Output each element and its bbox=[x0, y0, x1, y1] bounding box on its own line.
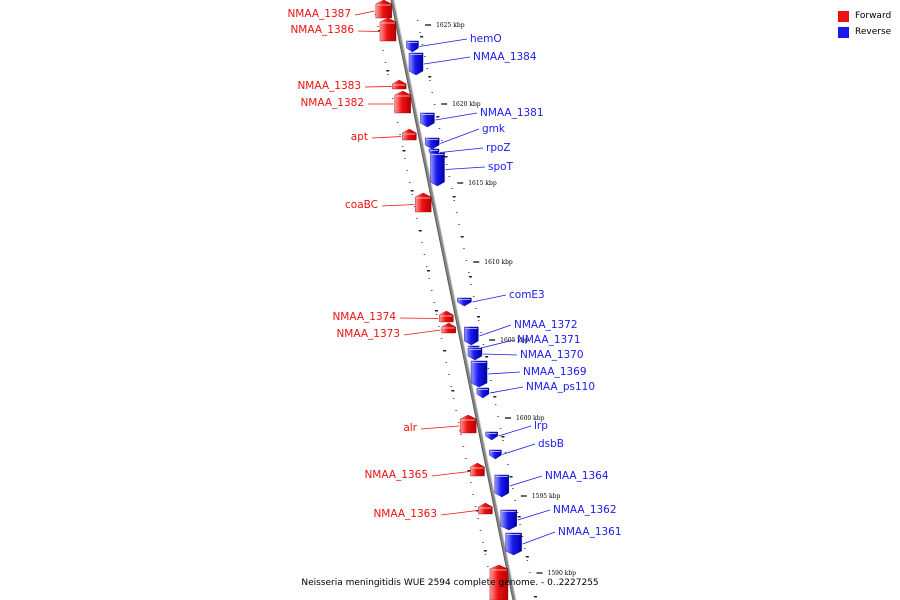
gene-feature-alr[interactable] bbox=[460, 414, 477, 434]
legend-item-reverse[interactable]: Reverse bbox=[838, 24, 891, 40]
gene-feature-NMAA_1361[interactable] bbox=[505, 532, 522, 556]
gene-label-NMAA_1381[interactable]: NMAA_1381 bbox=[480, 107, 544, 119]
gene-feature-NMAA_1362[interactable] bbox=[500, 509, 517, 531]
gene-feature-coaBC[interactable] bbox=[414, 192, 432, 213]
gene-label-NMAA_1373[interactable]: NMAA_1373 bbox=[336, 328, 400, 340]
gene-label-comE3[interactable]: comE3 bbox=[509, 289, 545, 301]
scale-ticks: 1625 kbp 1620 kbp 1615 kbp 1610 kbp 1605 kbp… bbox=[425, 22, 576, 577]
gene-label-NMAA_1382[interactable]: NMAA_1382 bbox=[300, 97, 364, 109]
gene-feature-hemO[interactable] bbox=[406, 40, 419, 53]
gene-label-alr[interactable]: alr bbox=[403, 422, 417, 434]
gene-feature-NMAA_1382[interactable] bbox=[394, 90, 411, 114]
gene-label-hemO[interactable]: hemO bbox=[470, 33, 502, 45]
gene-label-apt[interactable]: apt bbox=[351, 131, 368, 143]
gene-label-NMAA_1365[interactable]: NMAA_1365 bbox=[364, 469, 428, 481]
gene-feature-NMAA_1374[interactable] bbox=[439, 310, 454, 323]
gene-label-NMAA_1383[interactable]: NMAA_1383 bbox=[297, 80, 361, 92]
gene-label-NMAA_1369[interactable]: NMAA_1369 bbox=[523, 366, 587, 378]
scale-tick-label: 1620 kbp bbox=[452, 101, 481, 108]
gene-label-NMAA_1362[interactable]: NMAA_1362 bbox=[553, 504, 617, 516]
legend: Forward Reverse bbox=[838, 8, 891, 40]
gene-feature-NMAA_1370[interactable] bbox=[467, 347, 483, 361]
gene-label-NMAA_1363[interactable]: NMAA_1363 bbox=[373, 508, 437, 520]
genome-caption: Neisseria meningitidis WUE 2594 complete… bbox=[301, 578, 599, 588]
gene-label-NMAA_ps110[interactable]: NMAA_ps110 bbox=[526, 381, 595, 393]
gene-label-NMAA_1372[interactable]: NMAA_1372 bbox=[514, 319, 578, 331]
gene-feature-NMAA_1383[interactable] bbox=[391, 79, 407, 90]
gene-feature-NMAA_1364[interactable] bbox=[494, 474, 510, 498]
legend-label-reverse: Reverse bbox=[855, 27, 892, 37]
gene-label-rpoZ[interactable]: rpoZ bbox=[486, 142, 511, 154]
gene-feature-NMAA_ps110[interactable] bbox=[476, 387, 490, 399]
gene-label-NMAA_1361[interactable]: NMAA_1361 bbox=[558, 526, 622, 538]
gene-feature-NMAA_1381[interactable] bbox=[420, 112, 435, 128]
gene-label-NMAA_1364[interactable]: NMAA_1364 bbox=[545, 470, 609, 482]
scale-tick-label: 1610 kbp bbox=[484, 259, 513, 266]
gene-feature-dsbB[interactable] bbox=[489, 449, 502, 460]
gene-feature-NMAA_1386[interactable] bbox=[379, 17, 397, 42]
gene-label-spoT[interactable]: spoT bbox=[488, 161, 514, 173]
legend-swatch-forward bbox=[838, 10, 849, 22]
scale-tick-label: 1605 kbp bbox=[500, 337, 529, 344]
gene-feature-NMAA_1387[interactable] bbox=[375, 0, 393, 19]
gene-feature-lrp[interactable] bbox=[485, 431, 498, 441]
gene-label-NMAA_1386[interactable]: NMAA_1386 bbox=[290, 24, 354, 36]
legend-swatch-reverse bbox=[838, 26, 849, 38]
scale-tick-label: 1600 kbp bbox=[516, 415, 545, 422]
gene-label-NMAA_1387[interactable]: NMAA_1387 bbox=[287, 8, 351, 20]
gene-label-NMAA_1370[interactable]: NMAA_1370 bbox=[520, 349, 584, 361]
gene-feature-NMAA_1369[interactable] bbox=[470, 360, 488, 388]
gene-feature-NMAA_1363[interactable] bbox=[478, 502, 493, 515]
gene-label-NMAA_1371[interactable]: NMAA_1371 bbox=[517, 334, 581, 346]
gene-feature-gmk[interactable] bbox=[424, 137, 440, 150]
scale-tick-label: 1595 kbp bbox=[532, 493, 561, 500]
gene-feature-comE3[interactable] bbox=[457, 297, 472, 307]
gene-feature-NMAA_1372[interactable] bbox=[464, 326, 479, 346]
gene-label-NMAA_1374[interactable]: NMAA_1374 bbox=[332, 311, 396, 323]
gene-label-lrp[interactable]: lrp bbox=[534, 420, 548, 432]
gene-features bbox=[375, 0, 522, 600]
scale-tick-label: 1590 kbp bbox=[548, 570, 577, 577]
gene-feature-NMAA_1365[interactable] bbox=[470, 462, 485, 477]
gene-feature-spoT[interactable] bbox=[430, 152, 445, 187]
gene-label-dsbB[interactable]: dsbB bbox=[538, 438, 564, 450]
gene-feature-NMAA_1384[interactable] bbox=[408, 52, 424, 76]
scale-tick-label: 1615 kbp bbox=[468, 180, 497, 187]
legend-item-forward[interactable]: Forward bbox=[838, 8, 891, 24]
legend-label-forward: Forward bbox=[855, 11, 892, 21]
genome-backbone bbox=[390, 0, 517, 600]
gene-label-NMAA_1384[interactable]: NMAA_1384 bbox=[473, 51, 537, 63]
scale-tick-label: 1625 kbp bbox=[436, 22, 465, 29]
gene-feature-NMAA_1373[interactable] bbox=[441, 322, 456, 334]
gene-feature-apt[interactable] bbox=[402, 128, 417, 141]
gene-feature-bottom-partial[interactable] bbox=[489, 564, 509, 600]
gene-label-gmk[interactable]: gmk bbox=[482, 123, 506, 135]
gene-label-coaBC[interactable]: coaBC bbox=[345, 199, 378, 211]
